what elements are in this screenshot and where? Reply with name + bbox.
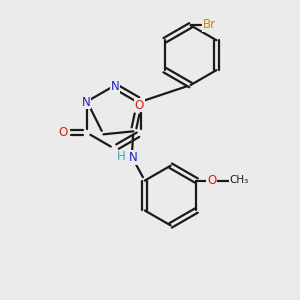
Text: O: O bbox=[58, 126, 68, 139]
Text: N: N bbox=[82, 96, 91, 109]
Text: N: N bbox=[110, 80, 119, 93]
Text: O: O bbox=[207, 173, 216, 187]
Text: CH₃: CH₃ bbox=[230, 175, 249, 185]
Text: N: N bbox=[129, 151, 138, 164]
Text: H: H bbox=[117, 150, 126, 163]
Text: O: O bbox=[135, 99, 144, 112]
Text: Br: Br bbox=[202, 18, 216, 31]
